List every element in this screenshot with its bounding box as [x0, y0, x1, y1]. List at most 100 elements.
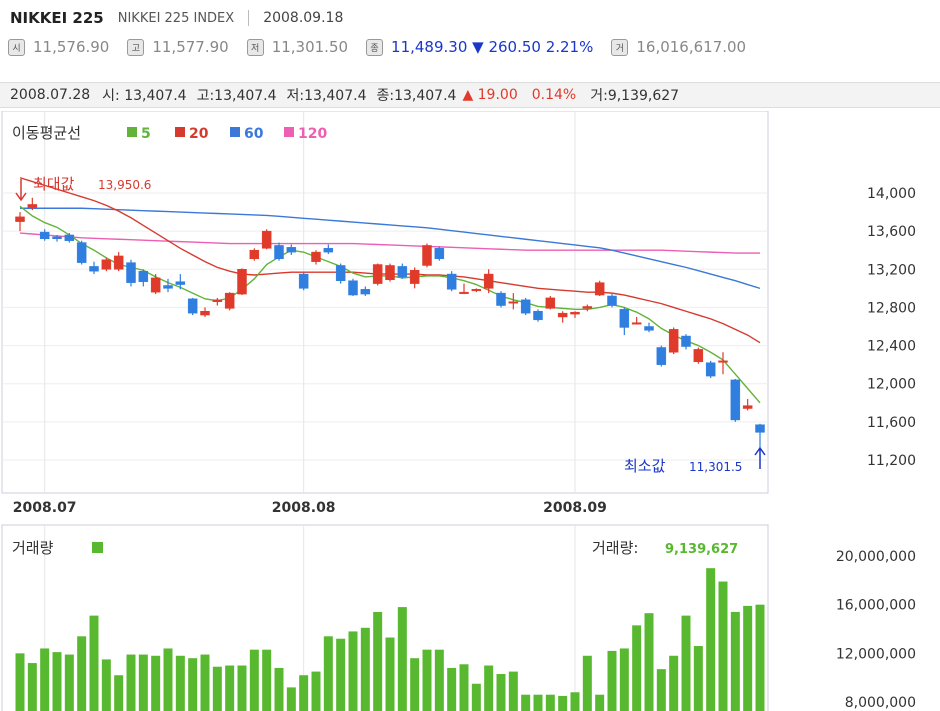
- legend-label-20: 20: [189, 126, 209, 142]
- candle-body: [594, 282, 605, 296]
- candle-body: [286, 247, 297, 253]
- candle-body: [163, 285, 173, 289]
- info-high: 고:13,407.4: [196, 88, 277, 104]
- candle-body: [533, 310, 543, 321]
- candle-body: [409, 269, 420, 284]
- volume-last-value: 9,139,627: [665, 542, 738, 557]
- volume-last-label: 거래량:: [592, 539, 638, 557]
- candle-body: [335, 265, 346, 281]
- volume-bar: [644, 613, 654, 711]
- candle-body: [681, 335, 691, 347]
- volume-bar: [200, 654, 210, 711]
- candle-body: [237, 269, 247, 295]
- candle-body: [249, 249, 260, 260]
- candle-body: [446, 273, 457, 290]
- candle-body: [619, 309, 630, 328]
- volume-bar: [114, 675, 124, 711]
- volume-bar: [225, 665, 235, 711]
- volume-bar: [743, 605, 753, 711]
- volume-bar: [175, 655, 185, 711]
- volume-bar: [496, 674, 506, 711]
- candle-body: [52, 236, 62, 240]
- high-value: 11,577.90: [152, 38, 229, 56]
- legend-title: 이동평균선: [12, 124, 81, 142]
- volume-bar: [397, 607, 407, 711]
- volume-bar: [422, 649, 432, 711]
- volume-bars: [15, 568, 765, 711]
- low-value: 11,301.50: [271, 38, 349, 56]
- candle-body: [718, 360, 728, 363]
- max-label: 최대값: [33, 175, 75, 193]
- volume-bar: [607, 650, 617, 711]
- volume-bar: [434, 649, 444, 711]
- volume-swatch: [92, 542, 103, 553]
- legend-label-60: 60: [244, 126, 264, 142]
- close-value: 11,489.30 ▼ 260.50 2.21%: [391, 38, 594, 56]
- volume-bar: [40, 648, 50, 711]
- candle-body: [755, 424, 765, 433]
- quote-close: 종 11,489.30 ▼ 260.50 2.21%: [366, 38, 593, 56]
- volume-bar: [681, 615, 691, 711]
- price-tick-label: 11,200: [867, 453, 916, 469]
- candle-body: [200, 310, 210, 316]
- index-name: NIKKEI 225: [10, 9, 104, 27]
- volume-bar: [15, 653, 25, 711]
- volume-bar: [274, 667, 284, 711]
- volume-bar: [188, 658, 198, 711]
- volume-bar: [508, 671, 518, 711]
- info-pct: 0.14%: [531, 87, 577, 103]
- volume-bar: [27, 663, 37, 711]
- month-label: 2008.08: [272, 500, 336, 516]
- volume-bar: [299, 675, 309, 711]
- candle-body: [582, 306, 593, 309]
- volume-axis-labels: 20,000,000 16,000,000 12,000,000 8,000,000: [836, 549, 916, 711]
- candle-body: [459, 291, 469, 294]
- candle-body: [422, 245, 432, 266]
- hover-info-bar: 2008.07.28 시: 13,407.4 고:13,407.4 저:13,4…: [0, 82, 940, 108]
- quote-header: NIKKEI 225 NIKKEI 225 INDEX 2008.09.18 시…: [0, 0, 940, 66]
- max-value: 13,950.6: [98, 178, 151, 192]
- candle-body: [372, 264, 383, 284]
- candle-body: [113, 255, 124, 270]
- volume-tick-label: 8,000,000: [845, 695, 916, 711]
- volume-bar: [64, 654, 74, 711]
- info-volume: 거:9,139,627: [590, 88, 680, 104]
- volume-bar: [262, 649, 272, 711]
- candle-body: [705, 362, 716, 377]
- min-value: 11,301.5: [689, 460, 742, 474]
- candle-body: [360, 289, 371, 295]
- candle-body: [138, 270, 149, 282]
- month-label: 2008.09: [543, 500, 607, 516]
- candle-body: [150, 277, 161, 293]
- volume-bar: [471, 683, 481, 711]
- candle-body: [298, 273, 309, 289]
- volume-bar: [533, 694, 543, 711]
- candle-body: [570, 311, 580, 315]
- candle-body: [742, 405, 753, 409]
- volume-legend: 거래량 거래량: 9,139,627: [12, 539, 738, 557]
- quote-date: 2008.09.18: [263, 10, 344, 26]
- index-full-name: NIKKEI 225 INDEX: [117, 10, 235, 26]
- candlesticks: [15, 197, 765, 451]
- candle-body: [311, 251, 321, 262]
- volume-bar: [138, 654, 148, 711]
- open-icon: 시: [8, 38, 25, 56]
- price-volume-chart[interactable]: 14,000 13,600 13,200 12,800 12,400 12,000 11,6…: [0, 111, 940, 711]
- candle-body: [471, 289, 482, 292]
- volume-bar: [101, 659, 111, 711]
- volume-value: 16,016,617.00: [636, 38, 747, 56]
- info-low: 저:13,407.4: [286, 88, 367, 104]
- volume-bar: [619, 648, 629, 711]
- candle-body: [631, 322, 642, 325]
- min-annotation: 최소값 11,301.5: [624, 446, 766, 475]
- candle-body: [89, 266, 99, 272]
- info-open: 시: 13,407.4: [102, 88, 187, 104]
- price-tick-label: 14,000: [867, 186, 916, 202]
- price-tick-label: 12,800: [867, 300, 916, 316]
- divider: [248, 10, 250, 26]
- candle-body: [607, 295, 617, 306]
- legend-swatch-5: [127, 127, 137, 137]
- candle-body: [27, 204, 38, 208]
- info-close: 종:13,407.4: [376, 88, 457, 104]
- candle-body: [76, 242, 87, 263]
